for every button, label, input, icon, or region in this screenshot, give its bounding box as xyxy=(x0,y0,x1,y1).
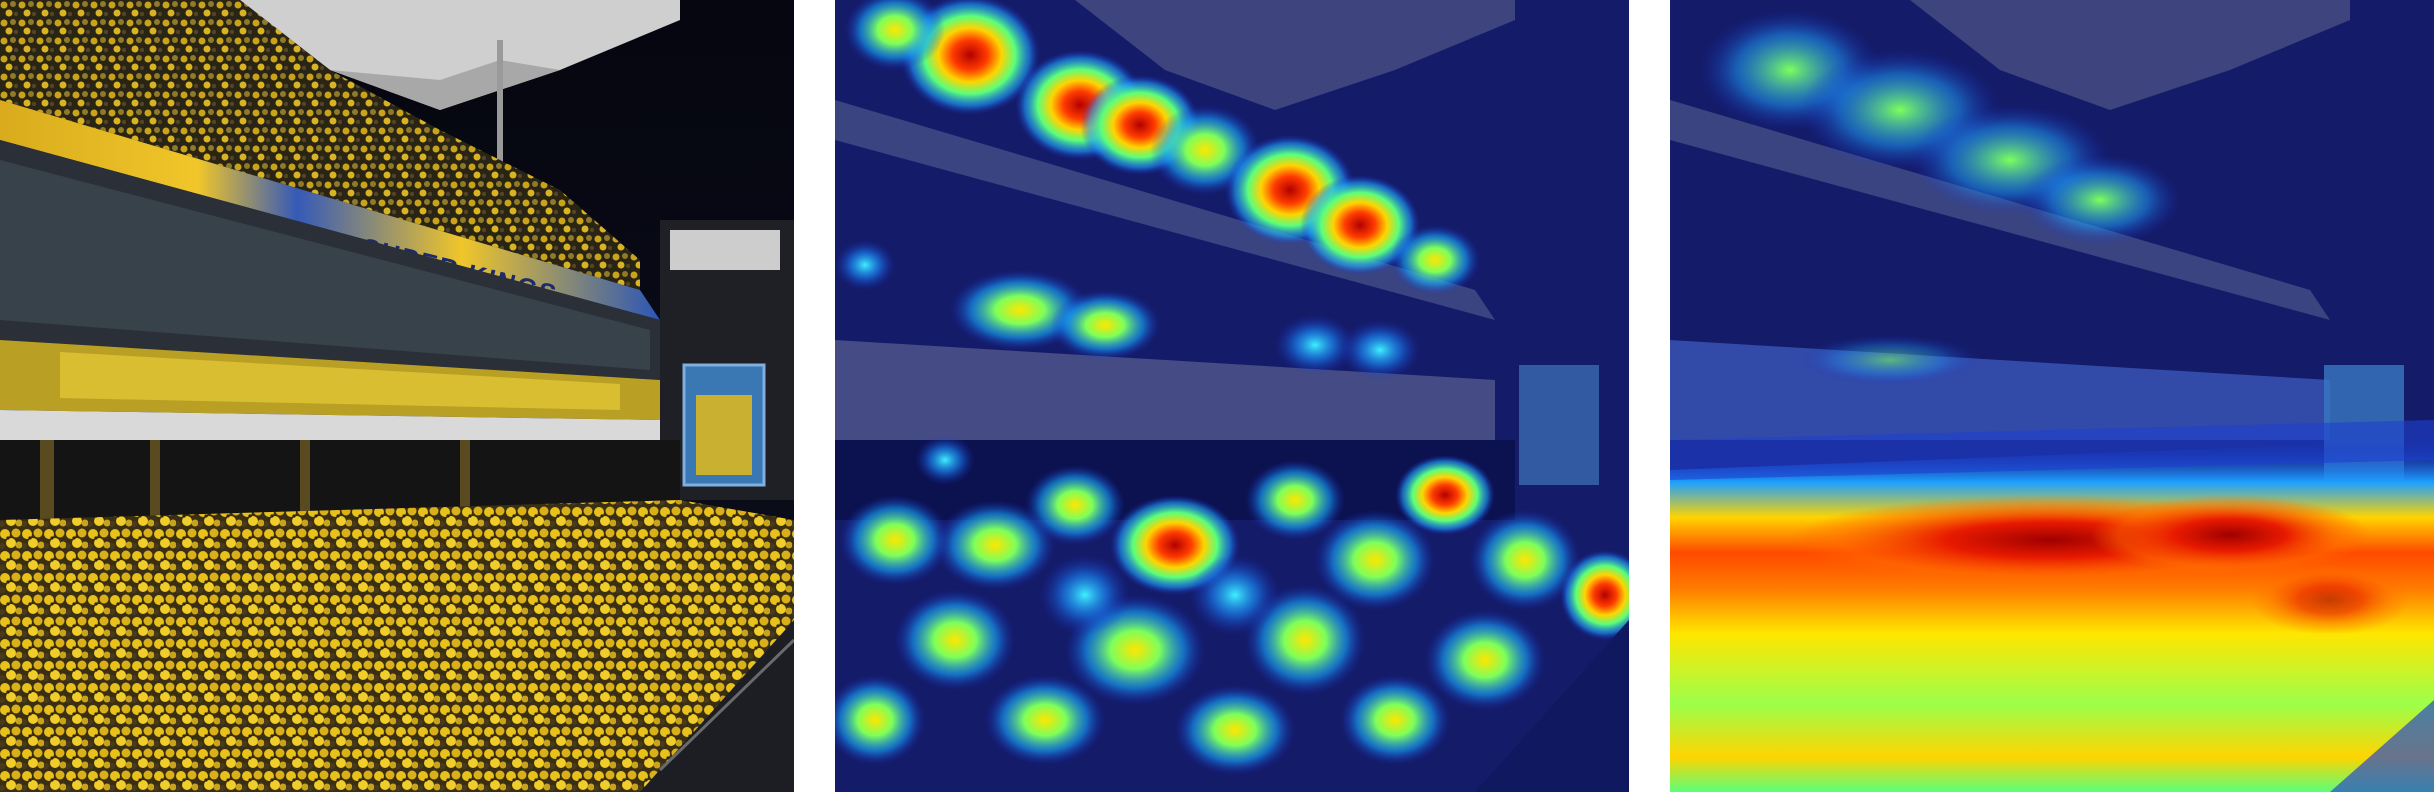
attention-heatmap-panel-2 xyxy=(1670,0,2434,792)
lower-crowd xyxy=(0,500,794,792)
attention-heatmap-panel-1 xyxy=(835,0,1629,792)
upper-hotspots xyxy=(835,0,1480,485)
stadium-photo: SUPER KINGS xyxy=(0,0,794,792)
lower-hotspots xyxy=(835,455,1629,775)
original-photo-panel: SUPER KINGS xyxy=(0,0,794,792)
heatmap-overlay-1 xyxy=(835,0,1629,792)
heatmap-overlay-2 xyxy=(1670,0,2434,792)
upper-attention xyxy=(1700,10,2180,385)
